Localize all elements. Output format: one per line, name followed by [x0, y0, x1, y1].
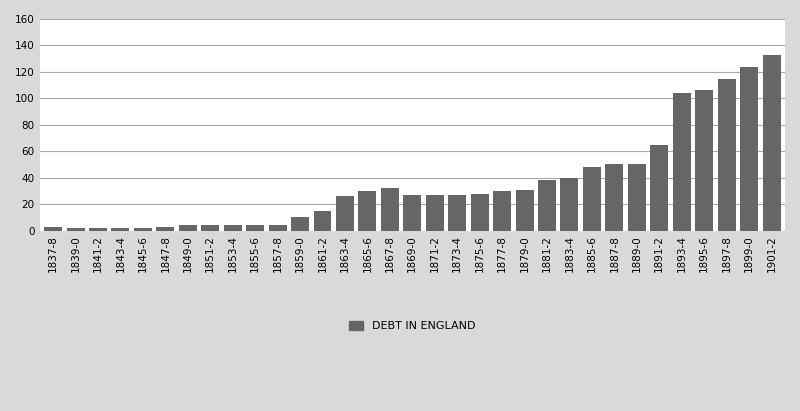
Bar: [291, 217, 309, 231]
Bar: [89, 228, 107, 231]
Bar: [111, 228, 130, 231]
Bar: [381, 188, 399, 231]
Bar: [515, 189, 534, 231]
Bar: [336, 196, 354, 231]
Bar: [740, 67, 758, 231]
Bar: [695, 90, 713, 231]
Bar: [66, 228, 85, 231]
Bar: [44, 227, 62, 231]
Bar: [403, 195, 422, 231]
Bar: [493, 191, 511, 231]
Bar: [156, 227, 174, 231]
Bar: [246, 225, 264, 231]
Bar: [628, 164, 646, 231]
Bar: [561, 178, 578, 231]
Bar: [606, 164, 623, 231]
Bar: [202, 225, 219, 231]
Legend: DEBT IN ENGLAND: DEBT IN ENGLAND: [345, 316, 480, 336]
Bar: [314, 211, 331, 231]
Bar: [134, 228, 152, 231]
Bar: [179, 225, 197, 231]
Bar: [538, 180, 556, 231]
Bar: [448, 195, 466, 231]
Bar: [470, 194, 489, 231]
Bar: [718, 79, 736, 231]
Bar: [269, 225, 286, 231]
Bar: [426, 195, 444, 231]
Bar: [650, 145, 668, 231]
Bar: [673, 93, 690, 231]
Bar: [583, 167, 601, 231]
Bar: [224, 225, 242, 231]
Bar: [358, 191, 376, 231]
Bar: [762, 55, 781, 231]
